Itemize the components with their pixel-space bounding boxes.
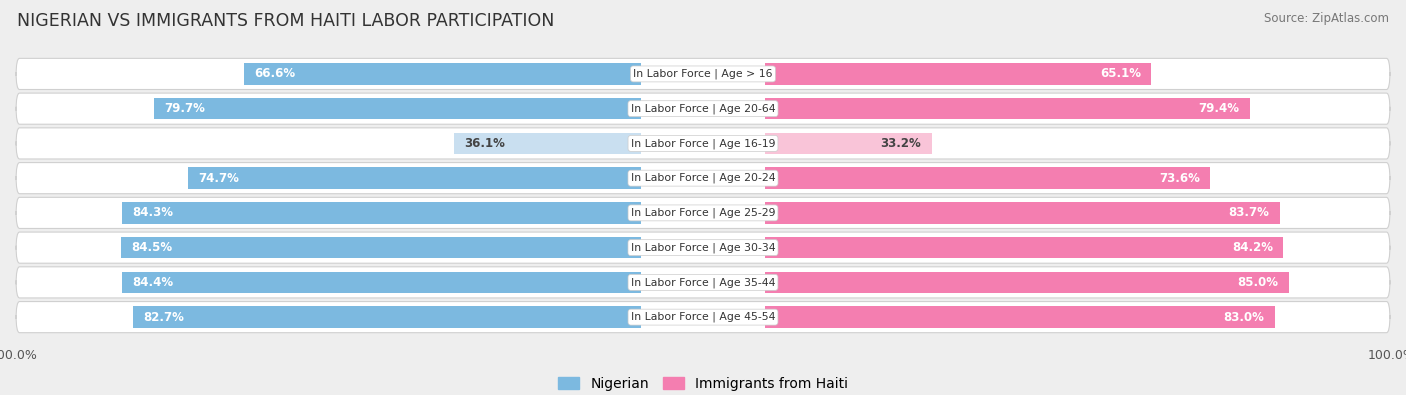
Text: In Labor Force | Age 20-24: In Labor Force | Age 20-24 (631, 173, 775, 183)
Text: 65.1%: 65.1% (1099, 68, 1142, 81)
Text: 79.4%: 79.4% (1199, 102, 1240, 115)
Bar (121, 272, 641, 293)
Text: In Labor Force | Age > 16: In Labor Force | Age > 16 (633, 69, 773, 79)
Text: 73.6%: 73.6% (1159, 172, 1199, 184)
Text: In Labor Force | Age 45-54: In Labor Force | Age 45-54 (631, 312, 775, 322)
Bar (134, 307, 641, 328)
Bar (765, 272, 1289, 293)
Text: In Labor Force | Age 25-29: In Labor Force | Age 25-29 (631, 208, 775, 218)
Bar (121, 237, 641, 258)
Bar (765, 237, 1284, 258)
Text: NIGERIAN VS IMMIGRANTS FROM HAITI LABOR PARTICIPATION: NIGERIAN VS IMMIGRANTS FROM HAITI LABOR … (17, 12, 554, 30)
Bar (122, 202, 641, 224)
Text: 85.0%: 85.0% (1237, 276, 1278, 289)
Text: 83.0%: 83.0% (1223, 310, 1264, 324)
FancyBboxPatch shape (15, 163, 1391, 194)
FancyBboxPatch shape (15, 93, 1391, 124)
Bar (153, 98, 641, 119)
Text: 79.7%: 79.7% (165, 102, 205, 115)
Text: 84.5%: 84.5% (131, 241, 173, 254)
Text: 84.4%: 84.4% (132, 276, 173, 289)
Text: In Labor Force | Age 16-19: In Labor Force | Age 16-19 (631, 138, 775, 149)
Bar (765, 167, 1211, 189)
Text: Source: ZipAtlas.com: Source: ZipAtlas.com (1264, 12, 1389, 25)
FancyBboxPatch shape (15, 301, 1391, 333)
FancyBboxPatch shape (15, 267, 1391, 298)
Bar (765, 98, 1250, 119)
Text: 82.7%: 82.7% (143, 310, 184, 324)
Text: In Labor Force | Age 30-34: In Labor Force | Age 30-34 (631, 243, 775, 253)
Legend: Nigerian, Immigrants from Haiti: Nigerian, Immigrants from Haiti (553, 371, 853, 395)
FancyBboxPatch shape (15, 198, 1391, 228)
Bar (765, 63, 1152, 85)
Text: 33.2%: 33.2% (880, 137, 921, 150)
Bar (188, 167, 641, 189)
FancyBboxPatch shape (15, 128, 1391, 159)
Bar (765, 133, 932, 154)
Text: 84.2%: 84.2% (1232, 241, 1272, 254)
Text: 83.7%: 83.7% (1229, 207, 1270, 219)
Text: 84.3%: 84.3% (132, 207, 173, 219)
Text: 74.7%: 74.7% (198, 172, 239, 184)
Bar (245, 63, 641, 85)
Bar (765, 202, 1279, 224)
Text: In Labor Force | Age 35-44: In Labor Force | Age 35-44 (631, 277, 775, 288)
FancyBboxPatch shape (15, 232, 1391, 263)
Bar (454, 133, 641, 154)
Text: In Labor Force | Age 20-64: In Labor Force | Age 20-64 (631, 103, 775, 114)
FancyBboxPatch shape (15, 58, 1391, 90)
Bar (765, 307, 1275, 328)
Text: 66.6%: 66.6% (254, 68, 295, 81)
Text: 36.1%: 36.1% (464, 137, 506, 150)
